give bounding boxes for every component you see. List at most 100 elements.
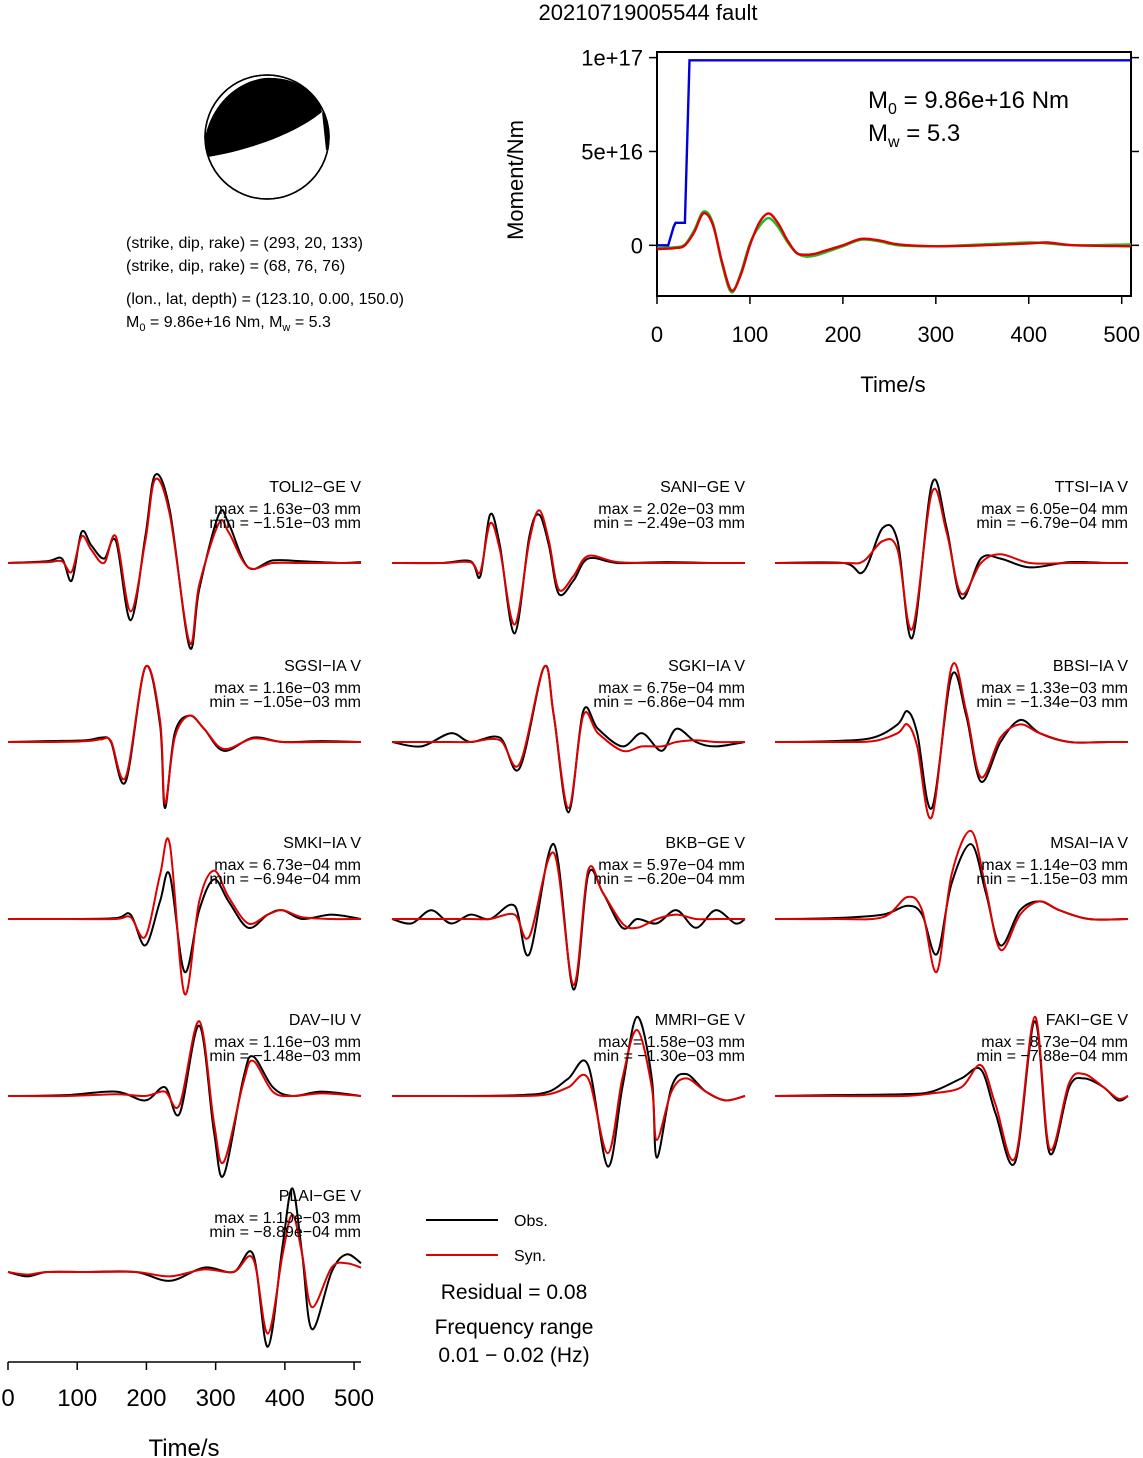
station-max-11: max = 8.73e−04 mm <box>981 1034 1128 1051</box>
synthetic-trace-6 <box>7 837 362 996</box>
mw-value: = 5.3 <box>290 314 331 331</box>
station-min-11: min = −7.88e−04 mm <box>976 1048 1128 1065</box>
moment-xtick-label-4: 400 <box>1010 322 1047 347</box>
station-min-5: min = −1.34e−03 mm <box>976 694 1128 711</box>
moment-xtick-label-5: 500 <box>1103 322 1140 347</box>
station-max-2: max = 6.05e−04 mm <box>981 501 1128 518</box>
moment-xtick-label-2: 200 <box>825 322 862 347</box>
synthetic-trace-7 <box>391 851 745 987</box>
wave-xtick-label-2: 200 <box>126 1385 166 1412</box>
frequency-range-title: Frequency range <box>435 1316 594 1339</box>
moment-series-rate-red <box>656 212 1132 292</box>
station-max-9: max = 1.16e−03 mm <box>214 1034 361 1051</box>
synthetic-trace-8 <box>774 830 1129 973</box>
synthetic-trace-5 <box>774 662 1128 820</box>
moment-xtick-label-3: 300 <box>917 322 954 347</box>
station-min-1: min = −2.49e−03 mm <box>593 515 745 532</box>
waveform-legend: Obs. Syn. Residual = 0.08 Frequency rang… <box>426 1213 593 1367</box>
station-name-0: TOLI2−GE V <box>269 479 361 496</box>
station-name-12: PLAI−GE V <box>279 1188 362 1205</box>
moment-y-axis-label: Moment/Nm <box>503 120 528 240</box>
station-name-9: DAV−IU V <box>289 1012 362 1029</box>
moment-annotation-m0: M0 = 9.86e+16 Nm <box>868 87 1069 118</box>
synthetic-trace-11 <box>774 1015 1129 1162</box>
waveform-x-axis-label: Time/s <box>148 1435 219 1458</box>
station-max-12: max = 1.10e−03 mm <box>214 1210 361 1227</box>
station-name-10: MMRI−GE V <box>655 1012 746 1029</box>
station-name-5: BBSI−IA V <box>1053 658 1128 675</box>
synthetic-trace-4 <box>391 664 746 810</box>
m0-annot-symbol: M <box>868 87 888 114</box>
synthetic-trace-3 <box>7 664 361 805</box>
station-name-4: SGKI−IA V <box>668 658 745 675</box>
frequency-range-value: 0.01 − 0.02 (Hz) <box>438 1344 589 1367</box>
observed-trace-7 <box>391 843 746 991</box>
station-min-7: min = −6.20e−04 mm <box>593 871 745 888</box>
moment-function-chart: 0 5e+16 1e+17 0 100 200 300 400 500 Moment/Nm T… <box>503 46 1140 397</box>
synthetic-trace-12 <box>7 1213 362 1335</box>
station-max-6: max = 6.73e−04 mm <box>214 857 361 874</box>
nodal-plane-1: (strike, dip, rake) = (293, 20, 133) <box>126 235 363 252</box>
m0-annot-subscript: 0 <box>888 101 897 118</box>
station-min-3: min = −1.05e−03 mm <box>209 694 361 711</box>
station-name-3: SGSI−IA V <box>284 658 361 675</box>
station-name-6: SMKI−IA V <box>283 835 361 852</box>
wave-xtick-label-4: 400 <box>265 1385 305 1412</box>
station-min-8: min = −1.15e−03 mm <box>976 871 1128 888</box>
station-max-5: max = 1.33e−03 mm <box>981 680 1128 697</box>
station-min-10: min = −1.30e−03 mm <box>593 1048 745 1065</box>
moment-x-axis-label: Time/s <box>860 372 925 397</box>
synthetic-trace-10 <box>391 1028 746 1155</box>
wave-xtick-label-1: 100 <box>57 1385 97 1412</box>
station-max-4: max = 6.75e−04 mm <box>598 680 745 697</box>
synthetic-trace-0 <box>7 477 361 645</box>
moment-ytick-label-1: 5e+16 <box>581 139 643 164</box>
synthetic-trace-1 <box>391 509 745 626</box>
station-name-11: FAKI−GE V <box>1046 1012 1129 1029</box>
station-name-2: TTSI−IA V <box>1055 479 1129 496</box>
station-min-2: min = −6.79e−04 mm <box>976 515 1128 532</box>
nodal-plane-2: (strike, dip, rake) = (68, 76, 76) <box>126 258 345 275</box>
station-name-7: BKB−GE V <box>665 835 745 852</box>
station-min-4: min = −6.86e−04 mm <box>593 694 745 711</box>
moment-xtick-label-1: 100 <box>732 322 769 347</box>
station-max-7: max = 5.97e−04 mm <box>598 857 745 874</box>
mw-subscript: w <box>281 322 290 334</box>
legend-obs-label: Obs. <box>514 1213 548 1230</box>
mw-annot-value: = 5.3 <box>900 120 961 147</box>
residual-label: Residual = 0.08 <box>441 1281 588 1304</box>
moment-ytick-label-0: 0 <box>631 233 643 258</box>
station-max-1: max = 2.02e−03 mm <box>598 501 745 518</box>
synthetic-trace-2 <box>774 488 1128 631</box>
m0-value: = 9.86e+16 Nm, M <box>145 314 282 331</box>
mw-annot-subscript: w <box>887 134 900 151</box>
wave-xtick-label-5: 500 <box>334 1385 374 1412</box>
station-name-8: MSAI−IA V <box>1050 835 1128 852</box>
moment-ytick-label-2: 1e+17 <box>581 46 643 71</box>
legend-syn-label: Syn. <box>514 1248 546 1265</box>
waveform-x-axis: 0 100 200 300 400 500 <box>1 1361 374 1412</box>
moment-annotation-mw: Mw = 5.3 <box>868 120 960 151</box>
wave-xtick-label-0: 0 <box>1 1385 14 1412</box>
station-min-6: min = −6.94e−04 mm <box>209 871 361 888</box>
station-min-9: min = −1.48e−03 mm <box>209 1048 361 1065</box>
moment-plot-frame <box>656 51 1132 297</box>
m0-subscript: 0 <box>139 322 145 334</box>
source-location: (lon., lat, depth) = (123.10, 0.00, 150.… <box>126 291 404 308</box>
station-max-0: max = 1.63e−03 mm <box>214 501 361 518</box>
observed-trace-2 <box>774 478 1129 640</box>
station-min-0: min = −1.51e−03 mm <box>209 515 361 532</box>
